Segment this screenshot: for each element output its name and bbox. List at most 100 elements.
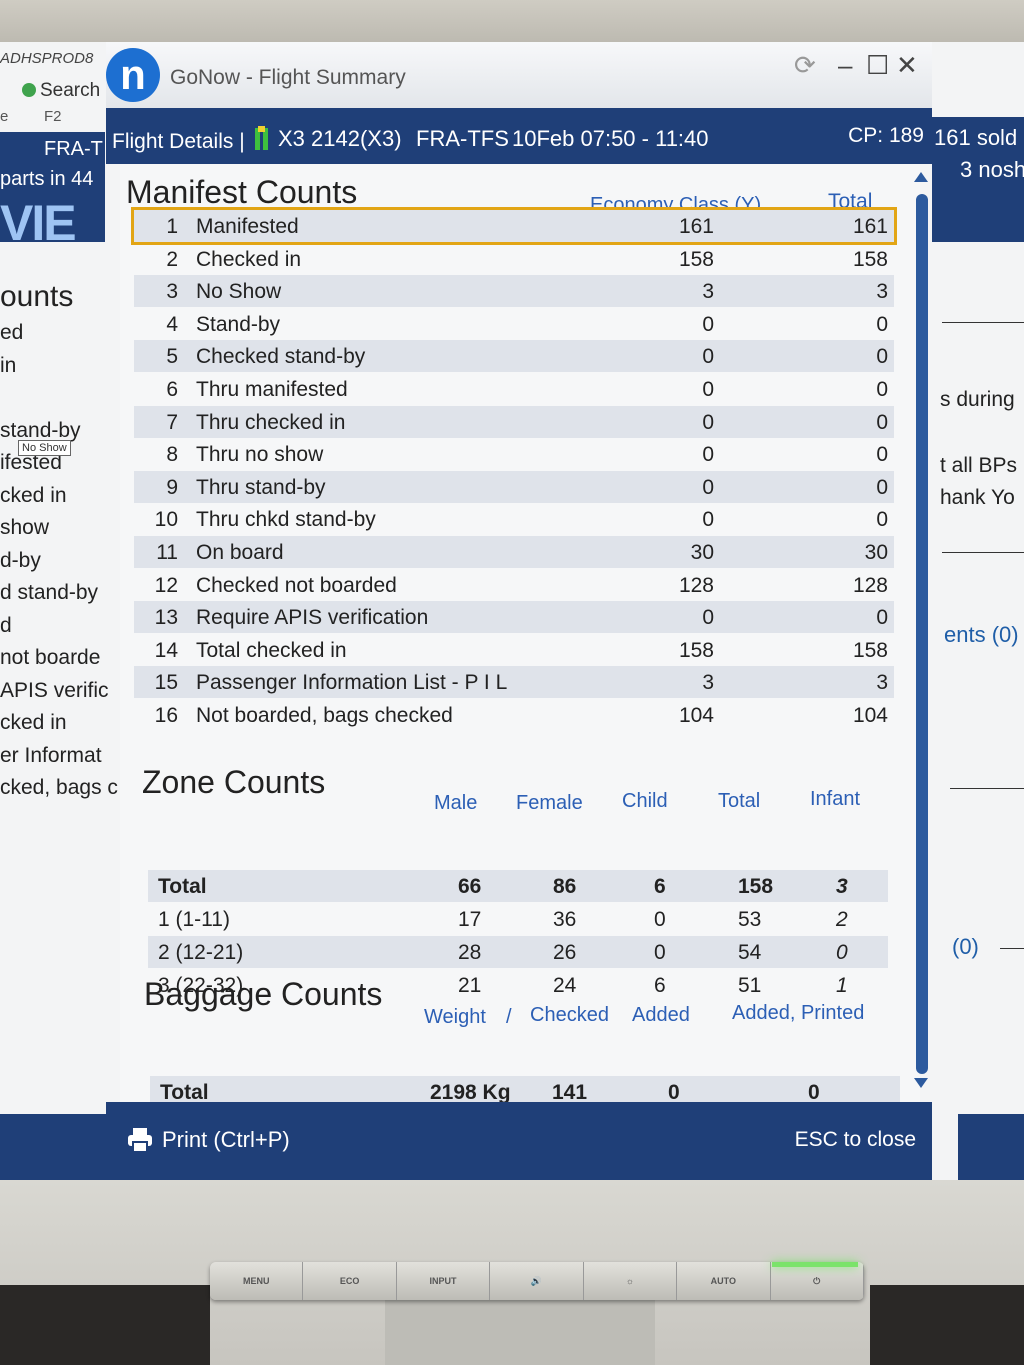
- zone-total: 158: [738, 875, 774, 898]
- bg-left-item: in: [0, 353, 17, 377]
- manifest-economy: 104: [678, 704, 714, 727]
- bg-right-link[interactable]: ents (0): [944, 622, 1019, 647]
- manifest-total: 158: [852, 247, 888, 271]
- monitor-input-button[interactable]: INPUT: [396, 1262, 491, 1300]
- divider: [942, 322, 1024, 323]
- manifest-row[interactable]: 12 Checked not boarded 128 128: [134, 569, 894, 601]
- monitor-volume-button[interactable]: 🔊: [490, 1262, 584, 1300]
- manifest-num: 14: [154, 638, 178, 662]
- scroll-thumb[interactable]: [916, 194, 928, 1074]
- print-button[interactable]: Print (Ctrl+P): [126, 1126, 290, 1154]
- manifest-economy: 0: [702, 410, 714, 434]
- manifest-num: 5: [166, 345, 178, 369]
- manifest-label: Manifested: [196, 215, 299, 238]
- manifest-num: 6: [166, 378, 178, 401]
- flight-number: X3 2142(X3): [278, 126, 402, 151]
- zone-label: 1 (1-11): [158, 908, 230, 931]
- monitor-menu-button[interactable]: MENU: [210, 1262, 304, 1300]
- bg-right-text: t all BPs: [940, 454, 1018, 477]
- col-infant: Infant: [810, 788, 861, 810]
- bg-footer-right: [958, 1114, 1024, 1180]
- manifest-row[interactable]: 11 On board 30 30: [134, 536, 894, 568]
- col-added: Added: [632, 1004, 690, 1026]
- manifest-economy: 0: [702, 606, 714, 630]
- manifest-total: 128: [852, 573, 888, 597]
- col-zone-total: Total: [718, 790, 761, 812]
- zone-male: 28: [458, 941, 482, 964]
- monitor-auto-button[interactable]: AUTO: [677, 1262, 771, 1300]
- scroll-down-arrow-icon[interactable]: [914, 1078, 928, 1088]
- monitor-bezel-top: [0, 0, 1024, 42]
- bg-left-item: ed: [0, 321, 24, 344]
- bg-left-item: cked, bags c: [0, 776, 118, 799]
- manifest-row[interactable]: 9 Thru stand-by 0 0: [134, 470, 894, 503]
- manifest-row[interactable]: 7 Thru checked in 0 0: [134, 405, 894, 438]
- scroll-up-arrow-icon[interactable]: [914, 172, 928, 182]
- monitor-buttons: MENU ECO INPUT 🔊 ☼ AUTO ⏻: [210, 1262, 864, 1300]
- monitor-power-button[interactable]: ⏻: [770, 1262, 864, 1300]
- baggage-title: Baggage Counts: [144, 976, 383, 1012]
- tooltip: No Show: [18, 440, 71, 456]
- monitor-eco-button[interactable]: ECO: [303, 1262, 397, 1300]
- zone-female: 26: [553, 941, 577, 964]
- manifest-row[interactable]: 16 Not boarded, bags checked 104 104: [134, 699, 894, 731]
- manifest-label: Stand-by: [196, 312, 281, 336]
- manifest-row[interactable]: 13 Require APIS verification 0 0: [134, 601, 894, 634]
- manifest-total: 0: [876, 410, 888, 434]
- flight-time: 10Feb 07:50 - 11:40: [512, 126, 709, 151]
- bg-left-item: cked in: [0, 483, 67, 507]
- manifest-total: 161: [852, 215, 888, 238]
- manifest-row[interactable]: 2 Checked in 158 158: [134, 243, 894, 275]
- maximize-button[interactable]: ☐: [866, 50, 890, 80]
- close-button[interactable]: ✕: [896, 50, 918, 80]
- zone-infant: 0: [836, 941, 848, 964]
- zone-male: 17: [458, 908, 482, 931]
- manifest-row[interactable]: 15 Passenger Information List - P I L 3 3: [134, 666, 894, 699]
- manifest-label: Thru chkd stand-by: [196, 508, 376, 532]
- bg-right-header: 161 sold 3 nosh: [932, 117, 1024, 242]
- manifest-row[interactable]: 10 Thru chkd stand-by 0 0: [134, 503, 894, 535]
- bg-route: FRA-T: [44, 138, 103, 160]
- manifest-total: 0: [876, 475, 888, 499]
- manifest-row[interactable]: 6 Thru manifested 0 0: [134, 373, 894, 405]
- manifest-row[interactable]: 5 Checked stand-by 0 0: [134, 340, 894, 373]
- window-title: GoNow - Flight Summary: [170, 66, 406, 89]
- manifest-total: 0: [876, 508, 888, 532]
- flight-details-bar: Flight Details | X3 2142(X3) FRA-TFS 10F…: [106, 108, 932, 164]
- manifest-row[interactable]: 8 Thru no show 0 0: [134, 438, 894, 470]
- manifest-total: 3: [876, 671, 888, 695]
- manifest-row[interactable]: 4 Stand-by 0 0: [134, 308, 894, 340]
- manifest-label: Thru manifested: [196, 378, 348, 401]
- manifest-economy: 3: [702, 671, 714, 695]
- manifest-num: 13: [154, 606, 178, 630]
- bg-left-item: ounts: [0, 280, 74, 313]
- zone-female: 24: [553, 974, 577, 997]
- manifest-total: 0: [876, 443, 888, 467]
- manifest-row[interactable]: 14 Total checked in 158 158: [134, 634, 894, 666]
- manifest-row[interactable]: 3 No Show 3 3: [134, 275, 894, 308]
- manifest-num: 15: [154, 671, 178, 695]
- power-led: [772, 1262, 858, 1267]
- manifest-num: 12: [154, 573, 178, 597]
- zone-title: Zone Counts: [142, 764, 326, 800]
- bg-left-item: show: [0, 516, 50, 539]
- manifest-economy: 128: [678, 573, 714, 597]
- zone-female: 86: [553, 875, 577, 898]
- zone-row: 3 (22-32) 21 24 6 51 1: [148, 969, 888, 1001]
- capacity: CP: 189: [848, 124, 924, 147]
- vertical-scrollbar[interactable]: [914, 172, 928, 1092]
- dialog-titlebar[interactable]: n GoNow - Flight Summary ⟳ – ☐ ✕: [106, 42, 932, 108]
- divider: [1000, 948, 1024, 949]
- zone-child: 0: [654, 941, 666, 964]
- bg-right-link[interactable]: (0): [952, 934, 979, 959]
- manifest-row[interactable]: 1 Manifested 161 161: [131, 207, 897, 245]
- refresh-icon[interactable]: ⟳: [794, 50, 816, 80]
- manifest-economy: 158: [678, 638, 714, 662]
- bg-left-item: d stand-by: [0, 581, 99, 604]
- minimize-button[interactable]: –: [838, 50, 853, 80]
- manifest-economy: 0: [702, 345, 714, 369]
- monitor-brightness-button[interactable]: ☼: [583, 1262, 678, 1300]
- bg-left-header: FRA-T parts in 44 VIE: [0, 132, 105, 251]
- col-weight: Weight: [424, 1006, 486, 1028]
- bg-search-button[interactable]: Search: [22, 80, 100, 102]
